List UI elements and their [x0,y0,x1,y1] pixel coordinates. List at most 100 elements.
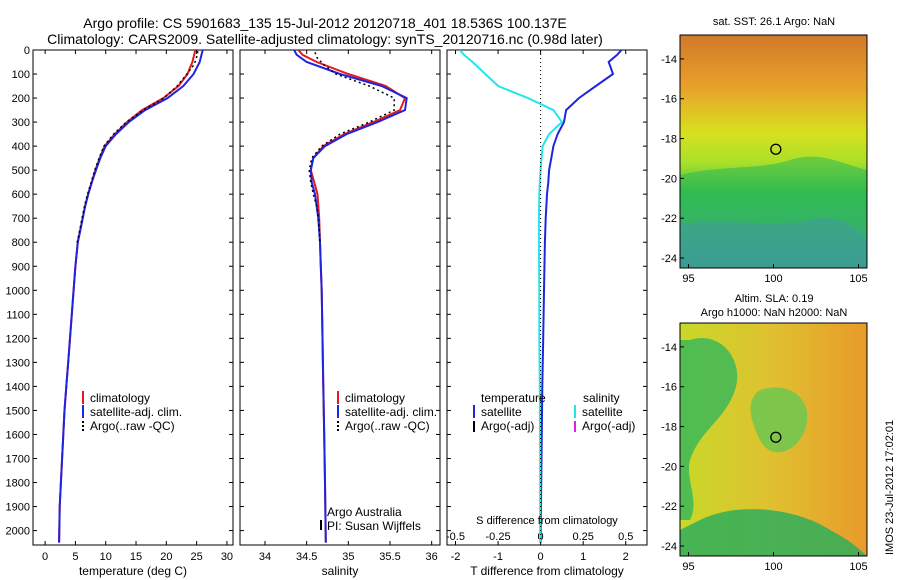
annotation-argo-australia: Argo Australia [327,505,402,519]
map-y-tick-label: -24 [661,541,677,553]
map-y-tick-label: -16 [661,94,677,106]
y-tick-label: 1400 [6,381,30,393]
panel-difference-frame [446,49,648,546]
y-tick-label: 1500 [6,405,30,417]
annotation-pi: PI: Susan Wijffels [327,519,421,533]
legend-label-argo: Argo(..raw -QC) [345,419,430,433]
y-tick-label: 1900 [6,502,30,514]
y-tick-label: 1600 [6,429,30,441]
map-sla-argo-marker [770,431,782,443]
series-line-satellite [539,50,623,543]
legend-temperature: climatology satellite-adj. clim. Argo(..… [82,391,182,433]
map-sla-low-region-center [750,387,808,453]
x-tick-label: 34.5 [296,551,317,563]
series-line-satellite-adj-clim- [293,50,408,543]
y-tick-label: 1100 [6,309,30,321]
y-tick-label: 1200 [6,333,30,345]
legend-label-argo: Argo(..raw -QC) [90,419,175,433]
y-tick-label: 800 [12,237,30,249]
x-axis-label-t-difference: T difference from climatology [470,564,624,578]
map-x-tick-label: 95 [682,273,694,285]
series-line-argo-raw-qc- [308,52,395,243]
y-tick-label: 700 [12,213,30,225]
legend-header-temperature: temperature [481,391,546,405]
y-tick-label: 1300 [6,357,30,369]
x-tick-label: 15 [130,551,142,563]
legend-label-climatology: climatology [345,391,405,405]
x-tick-label: -1 [493,551,503,563]
map-x-tick-label: 100 [764,561,782,573]
x-tick-label: 5 [72,551,78,563]
y-tick-label: 100 [12,69,30,81]
y-tick-label: 600 [12,189,30,201]
map-sst-cool-region [680,218,867,268]
legend-label-t-argo: Argo(-adj) [481,419,534,433]
y-tick-label: 200 [12,93,30,105]
panel-salinity-frame [239,49,441,546]
top-tick-label: -0.25 [486,531,511,543]
legend-label-satellite-adj: satellite-adj. clim. [90,405,182,419]
x-tick-label: 0 [538,551,544,563]
panel-temperature-frame [32,49,234,546]
map-x-tick-label: 105 [849,273,867,285]
x-tick-label: 1 [580,551,586,563]
y-tick-label: 2000 [6,526,30,538]
legend-header-salinity: salinity [583,391,620,405]
series-line-satellite-salinity- [459,50,564,543]
map-x-tick-label: 95 [682,561,694,573]
map-sst-argo-marker [770,143,782,155]
map-sst [679,34,868,269]
x-tick-label: 20 [160,551,172,563]
x-tick-label: 0 [42,551,48,563]
chart-title-line2: Climatology: CARS2009. Satellite-adjuste… [47,31,603,47]
y-tick-label: 500 [12,165,30,177]
x-tick-label: 30 [221,551,233,563]
map-y-tick-label: -22 [661,213,677,225]
map-sst-title: sat. SST: 26.1 Argo: NaN [713,16,835,28]
map-y-tick-label: -22 [661,501,677,513]
map-sla-title: Altim. SLA: 0.19 [735,293,814,305]
series-line-climatology [297,50,407,543]
legend-label-t-satellite: satellite [481,405,522,419]
top-axis-label-s-difference: S difference from climatology [476,515,618,527]
y-tick-label: 1700 [6,453,30,465]
x-tick-label: 10 [100,551,112,563]
x-tick-label: 35.5 [379,551,400,563]
side-timestamp-label: IMOS 23-Jul-2012 17:02:01 [884,420,896,555]
map-y-tick-label: -20 [661,461,677,473]
map-y-tick-label: -18 [661,134,677,146]
map-y-tick-label: -18 [661,422,677,434]
x-tick-label: 35 [342,551,354,563]
x-tick-label: 36 [426,551,438,563]
map-y-tick-label: -16 [661,382,677,394]
series-line-argo-raw-qc- [76,51,199,243]
top-tick-label: 0.5 [618,531,633,543]
map-sla-low-region-south [680,509,867,556]
top-tick-label: -0.5 [446,531,465,543]
y-tick-label: 0 [24,45,30,57]
map-y-tick-label: -14 [661,342,677,354]
map-sla-subtitle: Argo h1000: NaN h2000: NaN [701,307,848,319]
legend-label-climatology: climatology [90,391,150,405]
legend-salinity: climatology satellite-adj. clim. Argo(..… [337,391,437,433]
legend-difference: temperature salinity satellite Argo(-adj… [473,391,635,433]
x-axis-label-temperature: temperature (deg C) [79,564,187,578]
x-tick-label: -2 [451,551,461,563]
y-tick-label: 1800 [6,478,30,490]
legend-label-s-satellite: satellite [582,405,623,419]
legend-label-satellite-adj: satellite-adj. clim. [345,405,437,419]
y-tick-label: 300 [12,117,30,129]
legend-label-s-argo: Argo(-adj) [582,419,635,433]
x-tick-label: 34 [259,551,271,563]
map-y-tick-label: -24 [661,253,677,265]
x-tick-label: 25 [191,551,203,563]
y-tick-label: 1000 [6,285,30,297]
chart-title-line1: Argo profile: CS 5901683_135 15-Jul-2012… [83,15,567,31]
x-tick-label: 2 [623,551,629,563]
map-sla-low-region-west [680,338,738,520]
map-x-tick-label: 100 [764,273,782,285]
map-x-tick-label: 105 [849,561,867,573]
y-tick-label: 400 [12,141,30,153]
top-tick-label: 0.25 [572,531,593,543]
